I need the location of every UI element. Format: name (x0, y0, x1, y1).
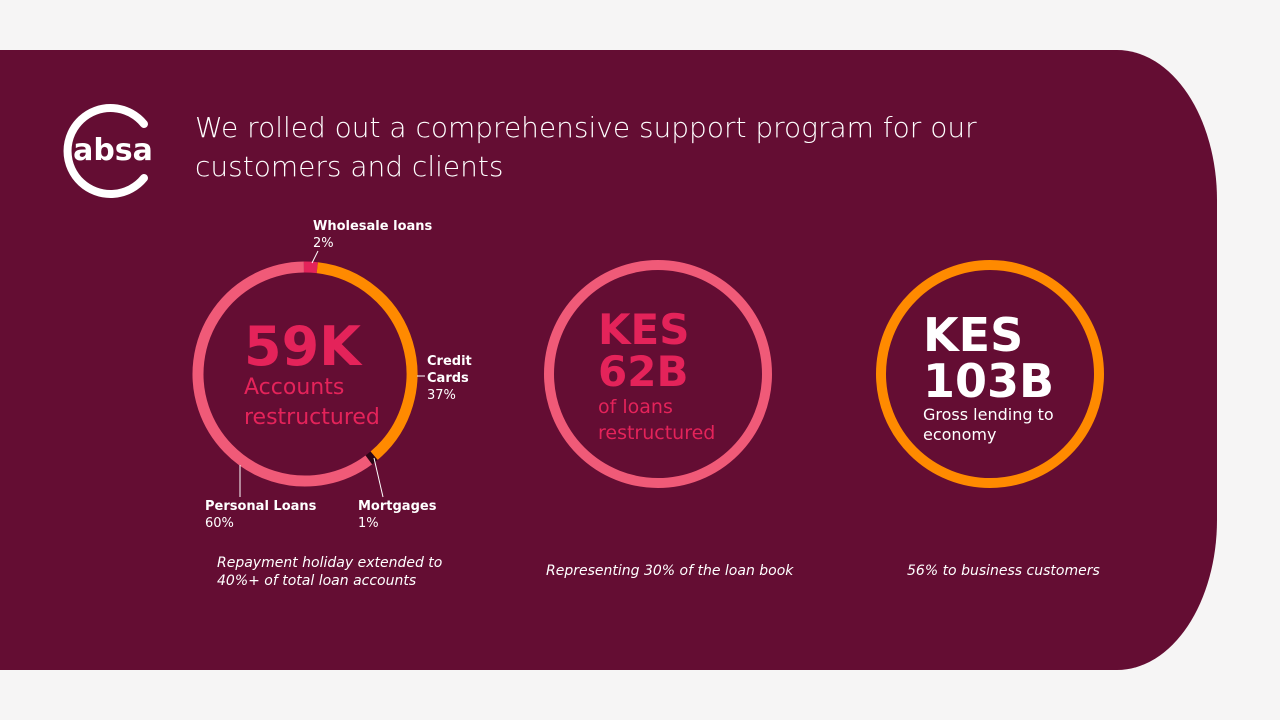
donut-slice-personal-loans (192, 261, 373, 487)
logo-text: absa (73, 133, 153, 168)
label-personal-loans: Personal Loans 60% (205, 499, 317, 531)
loan-mix-donut (192, 261, 418, 487)
leader-wholesale (311, 250, 319, 264)
label-credit-cards: Credit Cards 37% (427, 354, 472, 403)
stat-loans-label: of loans restructured (598, 396, 716, 444)
leader-mortgages (373, 457, 384, 498)
caption-business: 56% to business customers (907, 563, 1100, 579)
stat-lending-label: Gross lending to economy (923, 405, 1054, 444)
ring-gross-lending (876, 260, 1104, 488)
caption-repayment: Repayment holiday extended to 40%+ of tot… (217, 555, 443, 589)
label-wholesale: Wholesale loans 2% (313, 219, 433, 251)
donut-slice-wholesale-loans (303, 261, 318, 274)
stat-accounts-value: 59K (244, 315, 361, 378)
stat-loans-value: KES 62B (598, 305, 690, 396)
donut-slice-mortgages (365, 451, 378, 465)
donut-slice-credit-cards (316, 262, 418, 460)
absa-logo: absa (63, 104, 153, 198)
stat-lending-value: KES 103B (923, 308, 1055, 408)
stat-accounts-label: Accounts restructured (244, 375, 380, 430)
page-title: We rolled out a comprehensive support pr… (195, 111, 977, 183)
caption-loan-book: Representing 30% of the loan book (546, 563, 794, 579)
label-mortgages: Mortgages 1% (358, 499, 437, 531)
ring-loans-restructured (544, 260, 772, 488)
